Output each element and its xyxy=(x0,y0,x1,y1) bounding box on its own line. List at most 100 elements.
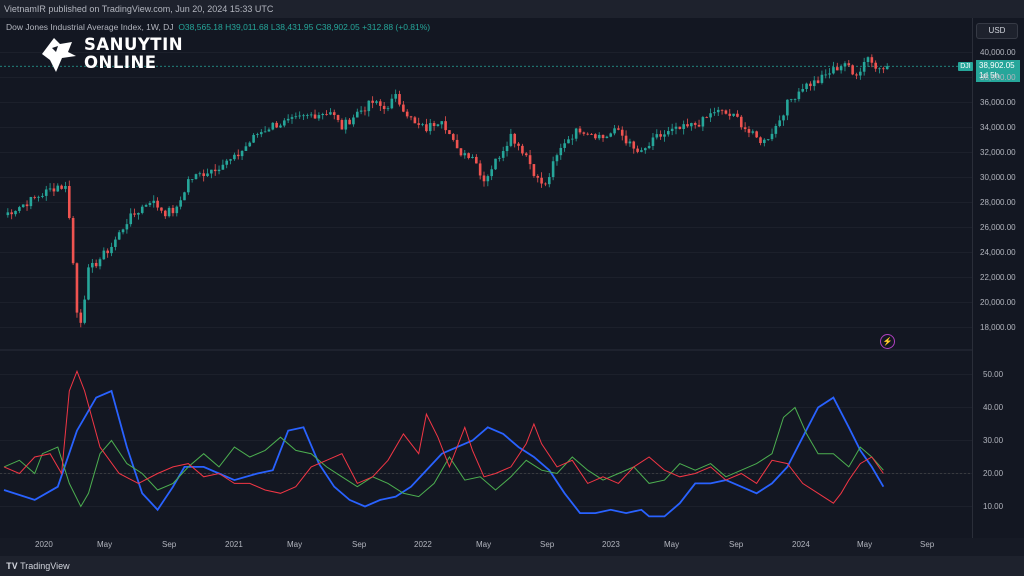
candle-body xyxy=(701,117,705,127)
candle-body xyxy=(720,109,724,111)
candle-body xyxy=(751,131,755,133)
candle-body xyxy=(586,133,589,135)
candle-body xyxy=(187,179,190,193)
footer-brand[interactable]: TradingView xyxy=(20,561,70,571)
candle-body xyxy=(390,98,394,109)
candle-body xyxy=(709,113,712,118)
candle-body xyxy=(440,121,444,125)
candle-body xyxy=(175,206,179,214)
candle-body xyxy=(379,101,382,106)
candle-body xyxy=(885,66,889,70)
time-axis-label: May xyxy=(287,540,303,549)
ohlc-legend: Dow Jones Industrial Average Index, 1W, … xyxy=(6,22,430,32)
candle-body xyxy=(482,175,486,182)
candle-body xyxy=(501,151,505,158)
candle-body xyxy=(463,153,467,156)
candle-body xyxy=(739,116,743,128)
candle-body xyxy=(628,141,632,144)
candle-body xyxy=(547,177,551,185)
candle-body xyxy=(716,109,720,113)
candle-body xyxy=(117,232,121,240)
candle-body xyxy=(336,115,340,121)
candle-body xyxy=(259,132,263,135)
candle-body xyxy=(321,113,325,116)
candle-body xyxy=(317,115,321,119)
candle-body xyxy=(736,113,739,117)
candle-body xyxy=(805,83,808,90)
candle-body xyxy=(294,116,298,118)
candle-body xyxy=(140,206,144,213)
candle-body xyxy=(559,147,563,156)
candle-body xyxy=(605,136,609,139)
time-axis-label: 2024 xyxy=(792,540,810,549)
candle-body xyxy=(705,117,709,118)
candle-body xyxy=(451,134,455,140)
tradingview-logo-icon[interactable]: 𝐓𝐕 xyxy=(6,561,18,571)
price-tick-label: 26,000.00 xyxy=(980,222,1016,232)
candle-body xyxy=(332,112,336,116)
candle-body xyxy=(494,158,497,170)
candle-body xyxy=(870,57,874,63)
candle-body xyxy=(217,169,221,172)
candle-body xyxy=(425,124,428,132)
candle-body xyxy=(256,134,259,135)
candle-body xyxy=(114,239,117,247)
candle-body xyxy=(363,110,367,112)
candle-body xyxy=(148,203,152,206)
candle-body xyxy=(766,139,770,140)
candle-body xyxy=(643,148,647,151)
candle-body xyxy=(167,207,171,217)
candle-body xyxy=(536,175,540,178)
candle-body xyxy=(747,129,751,133)
symbol-badge: DJI xyxy=(958,62,973,71)
candle-body xyxy=(29,196,33,207)
candle-body xyxy=(402,104,405,112)
candle-body xyxy=(601,134,605,139)
candle-body xyxy=(248,142,252,147)
candle-body xyxy=(213,169,217,172)
candle-body xyxy=(121,229,125,233)
chart-canvas[interactable] xyxy=(0,18,1024,538)
candle-body xyxy=(851,65,854,75)
candle-body xyxy=(486,176,490,182)
candle-body xyxy=(732,113,735,116)
candle-body xyxy=(6,212,10,216)
last-price-label: 38,902.05 1d 5h xyxy=(976,60,1020,82)
candle-body xyxy=(436,124,440,127)
candle-body xyxy=(286,118,290,121)
candle-body xyxy=(670,128,674,132)
candle-body xyxy=(444,121,447,131)
candle-body xyxy=(110,246,113,254)
candle-body xyxy=(298,115,301,117)
indicator-tick-label: 30.00 xyxy=(983,435,1004,445)
candle-body xyxy=(432,123,436,127)
candle-body xyxy=(91,262,94,268)
candle-body xyxy=(87,267,90,300)
symbol-title[interactable]: Dow Jones Industrial Average Index, 1W, … xyxy=(6,22,174,32)
watermark-logo: SANUYTIN ONLINE xyxy=(38,34,183,74)
candle-body xyxy=(325,113,328,115)
candle-body xyxy=(563,143,566,148)
price-tick-label: 30,000.00 xyxy=(980,172,1016,182)
lightning-icon[interactable]: ⚡ xyxy=(880,334,895,349)
candle-body xyxy=(252,134,255,143)
price-tick-label: 22,000.00 xyxy=(980,272,1016,282)
candle-body xyxy=(882,68,885,70)
price-axis[interactable] xyxy=(972,18,1024,538)
candle-body xyxy=(233,154,236,160)
candle-body xyxy=(678,126,682,129)
candle-body xyxy=(190,179,194,180)
candle-body xyxy=(513,133,517,144)
candle-body xyxy=(94,262,98,267)
candle-body xyxy=(674,126,678,129)
candle-body xyxy=(847,63,851,66)
candle-body xyxy=(371,100,374,103)
candle-body xyxy=(540,177,543,184)
candle-body xyxy=(697,124,701,127)
candle-body xyxy=(620,129,624,136)
candle-body xyxy=(878,68,881,70)
low-value: L38,431.95 xyxy=(270,22,314,32)
candle-body xyxy=(125,224,129,230)
currency-button[interactable]: USD xyxy=(976,23,1018,39)
candle-body xyxy=(555,155,559,162)
